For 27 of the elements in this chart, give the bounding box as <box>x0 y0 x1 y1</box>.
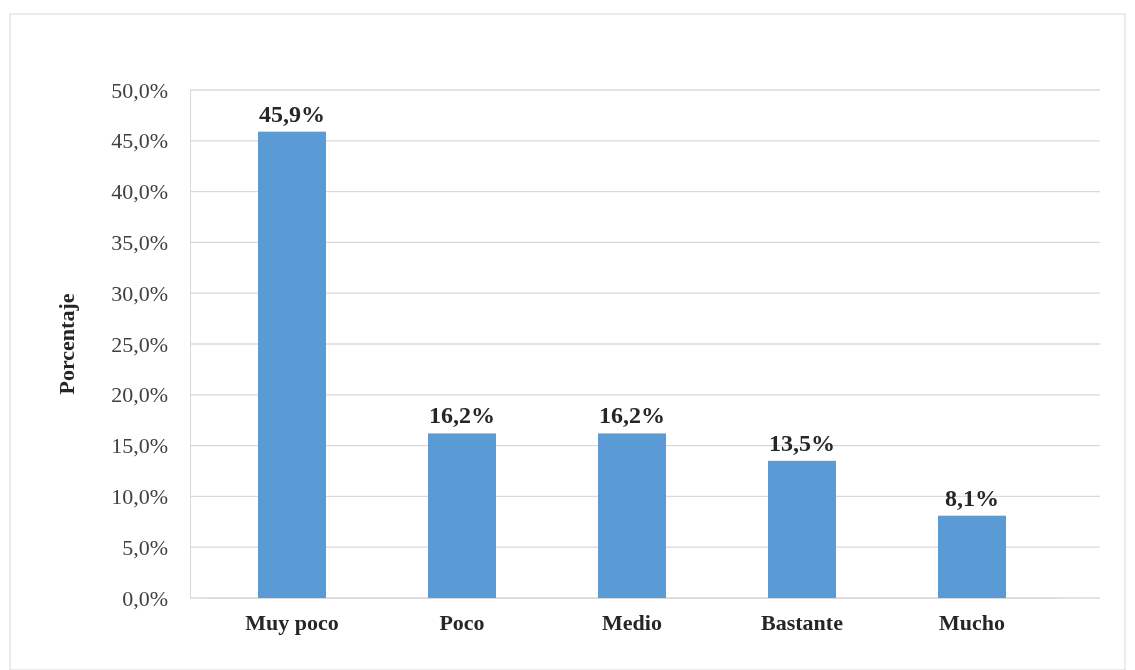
y-tick-label: 20,0% <box>111 382 168 408</box>
bar <box>428 433 496 598</box>
y-axis-title: Porcentaje <box>54 293 79 395</box>
x-tick-label: Medio <box>602 609 662 635</box>
y-tick-label: 50,0% <box>111 77 168 103</box>
y-tick-label: 25,0% <box>111 331 168 357</box>
bar <box>258 131 326 598</box>
y-tick-label: 45,0% <box>111 128 168 154</box>
y-tick-label: 10,0% <box>111 483 168 509</box>
x-tick-label: Muy poco <box>245 609 339 635</box>
bar <box>938 515 1006 598</box>
bar <box>598 433 666 598</box>
data-label: 45,9% <box>259 100 325 127</box>
y-tick-label: 15,0% <box>111 433 168 459</box>
data-label: 16,2% <box>429 402 495 429</box>
y-tick-label: 40,0% <box>111 179 168 205</box>
y-tick-label: 5,0% <box>122 534 168 560</box>
y-tick-label: 30,0% <box>111 280 168 306</box>
bar <box>768 460 836 598</box>
x-tick-label: Poco <box>439 609 485 635</box>
data-label: 8,1% <box>945 484 999 511</box>
data-label: 13,5% <box>769 429 835 456</box>
x-tick-label: Bastante <box>761 609 844 635</box>
y-tick-label: 35,0% <box>111 229 168 255</box>
x-tick-label: Mucho <box>939 609 1005 635</box>
y-tick-label: 0,0% <box>122 585 168 611</box>
data-label: 16,2% <box>599 402 665 429</box>
